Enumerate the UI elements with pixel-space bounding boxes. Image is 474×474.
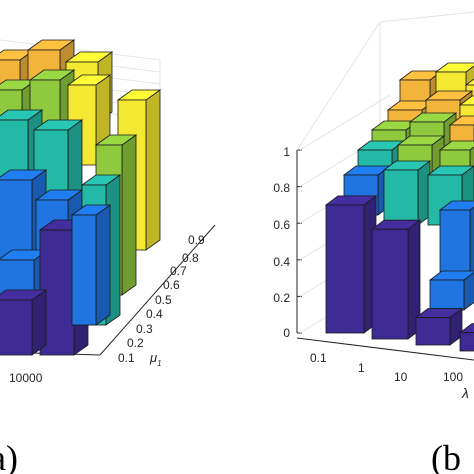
- panel-a-y-ticks: 0.9 0.8 0.7 0.6 0.5 0.4 0.3 0.2 0.1: [118, 233, 205, 365]
- bar-front-face: [429, 279, 465, 311]
- panel-a-label: (a): [0, 438, 18, 474]
- panel-b-z-tick: 0.6: [273, 218, 290, 232]
- panel-a-y-tick: 0.6: [163, 278, 180, 292]
- panel-a-y-tick: 0.7: [170, 264, 187, 278]
- panel-b-z-tick: 0: [283, 326, 290, 340]
- bar-side-face: [95, 204, 111, 326]
- panel-b-z-tick: 0.2: [273, 291, 290, 305]
- panel-b-x-axis-line: [296, 337, 474, 361]
- panel-a-y-axis-label: μ1: [149, 350, 162, 368]
- panel-b-grid-line: [379, 11, 474, 23]
- panel-a-x-tick: 10000: [9, 371, 43, 385]
- panel-b-front-bar: [414, 307, 464, 346]
- panel-a-y-tick: 0.8: [182, 251, 199, 265]
- panel-a-y-tick: 0.4: [146, 307, 163, 321]
- bar-top-face: [434, 62, 474, 73]
- panel-b-z-ticks: 0 0.2 0.4 0.6 0.8 1: [273, 145, 290, 340]
- bar-front-face: [71, 214, 97, 326]
- panel-b-z-tick: 0.8: [273, 181, 290, 195]
- panel-b-bar: [428, 270, 474, 311]
- panel-b-x-tick: 100: [443, 370, 463, 384]
- bar-side-face: [121, 134, 137, 296]
- panel-b-x-tick: 10: [394, 370, 408, 384]
- bar-front-face: [325, 204, 365, 334]
- panel-a-grid-line: [0, 39, 161, 61]
- bar-front-face: [415, 317, 451, 346]
- panel-a-bar: [70, 204, 112, 326]
- panel-a-y-tick: 0.1: [118, 351, 135, 365]
- panel-b-x-axis-label: λ: [461, 385, 469, 401]
- panel-a-y-tick: 0.9: [188, 233, 205, 247]
- panel-a-y-axis-line: [99, 224, 216, 356]
- panel-b-bar: [382, 160, 432, 226]
- panel-a-chart: [0, 39, 216, 356]
- panel-b-x-tick: 0.1: [310, 351, 327, 365]
- bar-top-face: [464, 78, 474, 86]
- panel-b-grid-line: [299, 94, 391, 151]
- bar-front-face: [371, 228, 409, 340]
- panel-b-x-tick: 1: [358, 361, 365, 375]
- panel-a-bar: [0, 289, 48, 356]
- bar-side-face: [31, 289, 47, 356]
- panel-b-z-tick: 1: [283, 145, 290, 159]
- bar-front-face: [459, 332, 474, 352]
- bar-top-face: [458, 323, 474, 334]
- bar-side-face: [145, 89, 161, 251]
- panel-b-z-tick: 0.4: [273, 255, 290, 269]
- panel-b-front-bar: [458, 323, 474, 352]
- panel-b-chart: [296, 11, 474, 361]
- bar-front-face: [383, 169, 419, 226]
- panel-a-y-tick: 0.2: [127, 336, 144, 350]
- panel-b-label: (b: [431, 438, 461, 474]
- panel-b-front-bar: [324, 195, 378, 334]
- panel-a-y-tick: 0.5: [155, 293, 172, 307]
- bar-front-face: [0, 299, 33, 356]
- panel-b-front-bar: [370, 219, 422, 340]
- panel-b-grid-line: [296, 21, 381, 151]
- panel-b-x-ticks: 0.1 1 10 100: [310, 351, 463, 384]
- panel-a-y-tick: 0.3: [136, 322, 153, 336]
